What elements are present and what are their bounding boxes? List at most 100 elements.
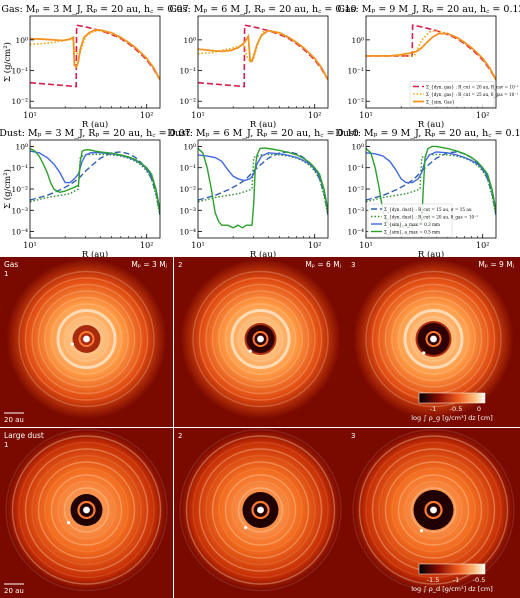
inner-ring <box>425 331 442 347</box>
disk-ring <box>57 480 116 540</box>
y-tick-label: 10⁰ <box>15 142 28 151</box>
inner-ring <box>424 500 443 520</box>
x-axis-label: R (au) <box>250 249 276 260</box>
mass-label: Mₚ = 9 Mⱼ <box>478 260 514 269</box>
legend: Σ_{dyn, gas} : R_cut = 20 au, R_cav = 10… <box>409 81 519 108</box>
y-tick-label: 10⁻⁴ <box>347 228 364 237</box>
x-tick-label: 10¹ <box>23 111 36 120</box>
y-tick-label: 10⁻² <box>347 97 364 106</box>
disk-ring <box>397 303 470 375</box>
x-tick-label: 10² <box>476 111 489 120</box>
inner-ring <box>252 331 269 347</box>
disk-ring <box>24 277 149 401</box>
disk-ring <box>24 448 149 572</box>
x-tick-label: 10² <box>140 241 153 250</box>
planet-marker <box>244 526 248 530</box>
disk-ring <box>44 296 129 382</box>
inner-ring <box>77 500 96 520</box>
x-tick-label: 10² <box>308 111 321 120</box>
colorbar-tick: -0.5 <box>450 405 463 413</box>
disk-ring <box>391 296 476 382</box>
disk-ring <box>205 283 316 395</box>
series-line-solid_blue <box>198 152 328 211</box>
y-tick-label: 10⁻² <box>179 185 196 194</box>
y-tick-label: 10⁻³ <box>347 206 364 215</box>
plot-title: Dust: Mₚ = 3 M_J, Rₚ = 20 au, h꜀ = 0.07 <box>0 128 191 139</box>
disk-ring <box>237 487 284 533</box>
disk-ring <box>231 480 290 540</box>
x-tick-label: 10¹ <box>359 111 372 120</box>
disk-ring <box>31 454 142 566</box>
x-axis-label: R (au) <box>82 119 108 130</box>
disk-ring <box>404 480 463 540</box>
y-tick-label: 10⁻² <box>11 97 28 106</box>
x-axis-label: R (au) <box>250 119 276 130</box>
y-tick-label: 10⁰ <box>183 36 196 45</box>
disk-ring <box>18 270 155 408</box>
disk-ring <box>384 461 483 559</box>
y-tick-label: 10⁰ <box>351 142 364 151</box>
y-tick-label: 10⁻¹ <box>347 67 364 76</box>
y-tick-label: 10⁻¹ <box>11 164 28 173</box>
central-star <box>430 335 437 343</box>
x-tick-label: 10¹ <box>23 241 36 250</box>
axes-frame <box>197 15 329 109</box>
disk-ring <box>192 441 329 579</box>
scale-bar-label: 20 au <box>4 416 24 424</box>
scale-bar-label: 20 au <box>4 587 24 595</box>
disk-ring <box>237 316 284 362</box>
series-line-dashed_red <box>366 24 496 81</box>
x-axis-label: R (au) <box>82 249 108 260</box>
map-panel-row1-1: Gas 20 au 1 Mₚ = 3 Mⱼ <box>0 257 173 427</box>
disk-ring <box>50 303 123 375</box>
plot-panel-dust-2: Dust: Mₚ = 6 M_J, Rₚ = 20 au, h꜀ = 0.10 1… <box>167 128 358 260</box>
disk-ring <box>352 428 515 592</box>
central-star <box>257 335 264 343</box>
disk-ring <box>211 461 310 559</box>
map-panel-row2-2: 2 <box>174 428 347 598</box>
disk-ring <box>211 290 310 388</box>
colorbar-tick: -0.5 <box>473 576 486 584</box>
series-line-dashed_blue <box>30 151 160 216</box>
central-star <box>83 335 90 343</box>
plot-title: Gas: Mₚ = 6 M_J, Rₚ = 20 au, h꜀ = 0.10 <box>169 4 356 15</box>
central-star <box>83 506 90 514</box>
disk-ring <box>218 296 303 382</box>
legend-entry: Σ_{sim, Gas} <box>426 100 455 105</box>
series-line-solid_green <box>30 147 160 213</box>
series-line-dotted_orange <box>198 29 328 81</box>
disk-ring <box>44 467 129 553</box>
disk-ring <box>63 316 110 362</box>
y-tick-label: 10⁻⁴ <box>11 228 28 237</box>
plot-title: Gas: Mₚ = 3 M_J, Rₚ = 20 au, h꜀ = 0.07 <box>1 4 188 15</box>
disk-ring <box>192 270 329 408</box>
x-axis-label: R (au) <box>418 119 444 130</box>
y-tick-label: 10⁰ <box>351 36 364 45</box>
legend-entry: Σ_{sim}, a_max = 0.5 mm <box>384 230 440 235</box>
x-tick-label: 10¹ <box>359 241 372 250</box>
y-tick-label: 10⁻² <box>11 185 28 194</box>
disk-ring <box>63 487 110 533</box>
colorbar-tick: -1.5 <box>427 576 440 584</box>
panel-index: 3 <box>351 432 355 440</box>
series-line-solid_blue <box>366 151 496 211</box>
plot-panel-dust-3: Dust: Mₚ = 9 M_J, Rₚ = 20 au, h꜀ = 0.12 1… <box>335 128 520 260</box>
disk-ring <box>31 283 142 395</box>
disk-ring <box>11 435 162 585</box>
plot-panel-gas-1: Gas: Mₚ = 3 M_J, Rₚ = 20 au, h꜀ = 0.07 10… <box>1 4 188 130</box>
series-line-dotted_green <box>198 153 328 216</box>
disk-ring <box>218 467 303 553</box>
panel-index: 3 <box>351 261 355 269</box>
series-line-dashed_blue <box>198 151 328 216</box>
y-tick-label: 10⁻² <box>347 185 364 194</box>
map-panel-row2-1: Large dust 20 au 1 <box>0 428 173 598</box>
disk-ring <box>50 474 123 546</box>
disk-ring <box>397 474 470 546</box>
disk-ring <box>391 467 476 553</box>
disk-ring <box>18 441 155 579</box>
disk-ring <box>185 435 336 585</box>
x-tick-label: 10¹ <box>191 241 204 250</box>
